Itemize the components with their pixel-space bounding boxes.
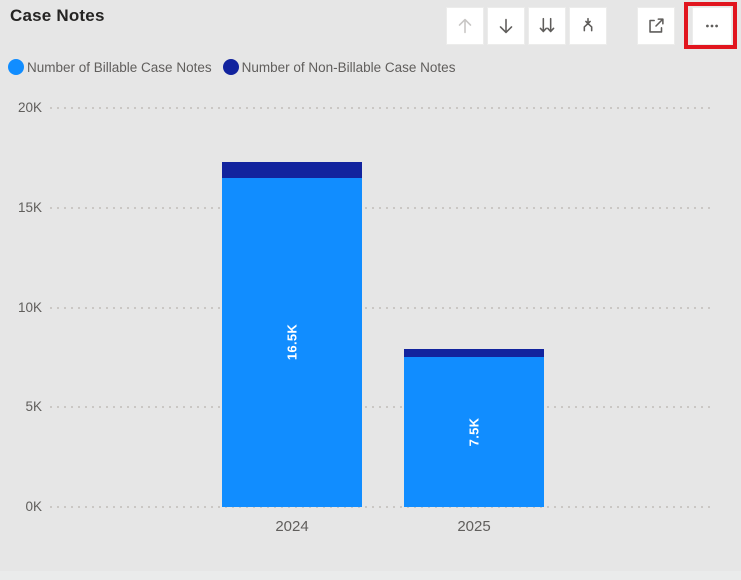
gridline bbox=[50, 206, 715, 209]
y-axis-tick-label: 10K bbox=[17, 299, 42, 315]
legend-swatch-non-billable-icon bbox=[222, 59, 239, 75]
y-axis-tick-label: 5K bbox=[25, 399, 42, 415]
panel-edge bbox=[0, 571, 741, 580]
legend-item-billable[interactable]: Number of Billable Case Notes bbox=[8, 59, 212, 75]
visual-title: Case Notes bbox=[10, 6, 105, 25]
expand-hierarchy-icon bbox=[577, 15, 599, 37]
bar-data-label: 16.5K bbox=[284, 324, 300, 361]
legend-label-non-billable: Number of Non-Billable Case Notes bbox=[241, 59, 456, 75]
legend-swatch-billable-icon bbox=[8, 59, 24, 75]
gridline bbox=[50, 306, 715, 309]
expand-all-button[interactable] bbox=[569, 7, 607, 45]
y-axis-tick-label: 20K bbox=[17, 100, 42, 115]
gridline bbox=[50, 406, 715, 409]
go-to-next-level-button[interactable] bbox=[528, 7, 566, 45]
more-options-button[interactable] bbox=[692, 7, 732, 45]
bar-data-label: 7.5K bbox=[466, 417, 482, 447]
bar-segment-2025-non-billable[interactable] bbox=[404, 349, 544, 358]
focus-mode-button[interactable] bbox=[637, 7, 675, 45]
drill-up-button[interactable] bbox=[446, 7, 484, 45]
y-axis-tick-label: 15K bbox=[17, 199, 42, 215]
drill-down-button[interactable] bbox=[487, 7, 525, 45]
gridline bbox=[50, 107, 715, 109]
double-arrow-down-icon bbox=[536, 15, 558, 37]
x-axis-label: 2025 bbox=[457, 518, 491, 535]
arrow-down-icon bbox=[495, 15, 517, 37]
legend-item-non-billable[interactable]: Number of Non-Billable Case Notes bbox=[222, 59, 456, 75]
x-axis-label: 2024 bbox=[275, 518, 309, 535]
bar-segment-2025-billable[interactable]: 7.5K bbox=[404, 357, 544, 507]
focus-mode-icon bbox=[645, 15, 667, 37]
arrow-up-icon bbox=[454, 15, 476, 37]
y-axis-tick-label: 0K bbox=[25, 499, 42, 514]
legend-label-billable: Number of Billable Case Notes bbox=[27, 59, 212, 75]
legend: Number of Billable Case Notes Number of … bbox=[8, 59, 455, 75]
more-options-icon bbox=[701, 15, 723, 37]
bar-segment-2024-billable[interactable]: 16.5K bbox=[222, 177, 362, 507]
gridline bbox=[50, 506, 715, 508]
bar-segment-2024-non-billable[interactable] bbox=[222, 161, 362, 178]
